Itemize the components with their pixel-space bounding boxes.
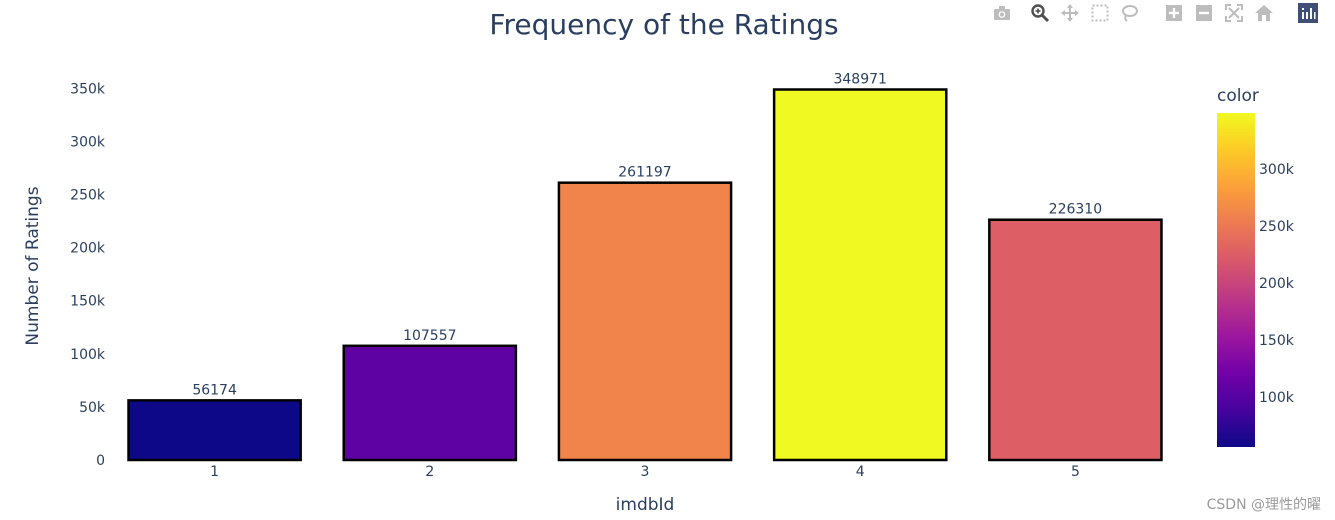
colorbar-tick-label: 100k <box>1259 390 1295 406</box>
autoscale-icon[interactable] <box>1222 2 1246 24</box>
colorbar-ticks: 100k 150k 200k 250k 300k <box>1259 162 1295 406</box>
colorbar-tick-label: 300k <box>1259 162 1295 178</box>
y-tick-label: 350k <box>70 81 106 97</box>
y-axis-ticks: 0 50k 100k 150k 200k 250k 300k 350k <box>70 81 106 469</box>
bar[interactable] <box>557 181 733 462</box>
colorbar-tick-label: 150k <box>1259 333 1295 349</box>
x-tick-label: 2 <box>425 464 434 480</box>
bar[interactable] <box>342 344 518 462</box>
zoom-icon[interactable] <box>1028 2 1052 24</box>
x-tick-label: 1 <box>210 464 219 480</box>
bar[interactable] <box>127 399 302 462</box>
x-tick-label: 4 <box>856 464 865 480</box>
plotly-logo-icon[interactable] <box>1296 2 1320 24</box>
y-tick-label: 200k <box>70 241 106 257</box>
y-tick-label: 300k <box>70 134 106 150</box>
zoom-out-icon[interactable] <box>1192 2 1216 24</box>
colorbar: color 100k 150k 200k 250k 300k <box>1217 86 1295 447</box>
x-tick-label: 5 <box>1071 464 1080 480</box>
bar[interactable] <box>988 218 1163 462</box>
bars[interactable]: 56174 107557 261197 348971 226310 <box>127 72 1163 462</box>
bar[interactable] <box>772 88 948 462</box>
box-select-icon[interactable] <box>1088 2 1112 24</box>
lasso-icon[interactable] <box>1118 2 1142 24</box>
modebar <box>990 2 1320 24</box>
y-axis-title: Number of Ratings <box>23 186 43 345</box>
y-tick-label: 100k <box>70 347 106 363</box>
zoom-in-icon[interactable] <box>1162 2 1186 24</box>
y-tick-label: 150k <box>70 294 106 310</box>
bar-value-label: 107557 <box>403 328 456 344</box>
colorbar-title: color <box>1217 86 1259 106</box>
bar-value-label: 348971 <box>833 72 886 88</box>
camera-icon[interactable] <box>990 2 1014 24</box>
colorbar-tick-label: 200k <box>1259 276 1295 292</box>
x-axis-ticks: 1 2 3 4 5 <box>210 464 1080 480</box>
bar-value-label: 226310 <box>1049 202 1102 218</box>
y-tick-label: 50k <box>79 400 106 416</box>
y-tick-label: 250k <box>70 188 106 204</box>
x-tick-label: 3 <box>641 464 650 480</box>
chart-title: Frequency of the Ratings <box>489 8 838 41</box>
bar-value-label: 261197 <box>618 165 671 181</box>
bar-value-label: 56174 <box>192 382 237 398</box>
pan-icon[interactable] <box>1058 2 1082 24</box>
x-axis-title: imdbId <box>616 495 675 515</box>
home-icon[interactable] <box>1252 2 1276 24</box>
watermark: CSDN @理性的曜 <box>1206 497 1321 513</box>
colorbar-gradient <box>1217 113 1255 447</box>
colorbar-tick-label: 250k <box>1259 219 1295 235</box>
y-tick-label: 0 <box>96 453 105 469</box>
